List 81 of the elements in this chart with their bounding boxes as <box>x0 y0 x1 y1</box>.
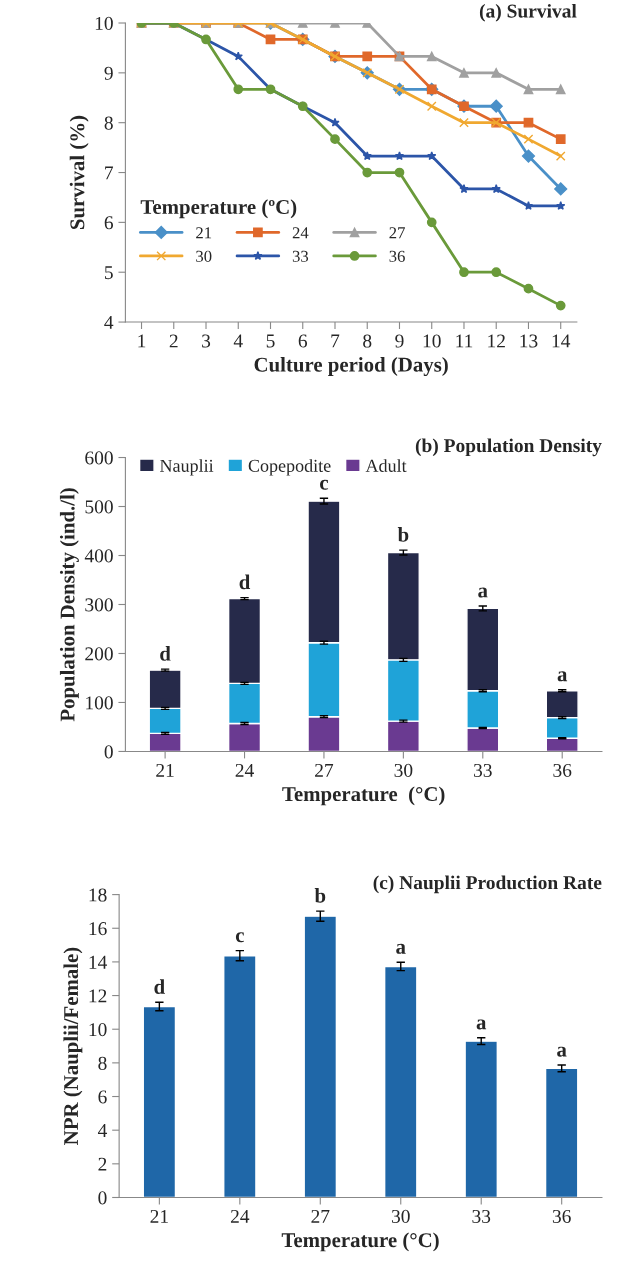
y-tick-label: 600 <box>85 451 113 465</box>
y-tick-label: 2 <box>98 1157 107 1171</box>
y-tick-label: 12 <box>89 989 107 1003</box>
y-tick-label: 14 <box>89 955 108 969</box>
y-tick-label: 0 <box>98 1191 107 1205</box>
x-tick-label: 27 <box>311 1209 330 1223</box>
y-tick-label: 200 <box>85 647 113 661</box>
x-tick-label: 5 <box>266 334 275 348</box>
x-tick-label: 14 <box>552 334 571 348</box>
y-tick-label: 18 <box>89 888 107 902</box>
x-tick-label: 27 <box>315 763 334 777</box>
annotation: a <box>557 1046 567 1057</box>
y-tick-label: 16 <box>89 922 107 936</box>
annotation: d <box>154 979 165 994</box>
annotation: a <box>476 1019 487 1030</box>
y-tick-label: 6 <box>98 1090 107 1104</box>
x-tick-label: 21 <box>150 1209 168 1223</box>
annotation: a <box>396 943 406 954</box>
annotation: a <box>557 671 568 682</box>
y-axis-title: NPR (Nauplii/Female) <box>63 947 83 1145</box>
x-tick-label: 30 <box>394 763 413 777</box>
x-tick-label: 8 <box>363 334 372 348</box>
x-tick-label: 2 <box>169 334 178 348</box>
x-axis-title: Temperature (°C) <box>282 786 445 806</box>
y-axis-title: Population Density (ind./l) <box>59 488 79 722</box>
x-tick-label: 24 <box>230 1209 250 1223</box>
legend-label: 27 <box>389 227 405 239</box>
y-axis-title: Survival (%) <box>69 115 89 229</box>
y-tick-label: 10 <box>95 16 113 30</box>
annotation: d <box>239 574 251 590</box>
x-tick-label: 6 <box>298 334 308 348</box>
x-tick-label: 12 <box>488 334 505 348</box>
legend-label: 33 <box>292 250 309 262</box>
x-axis-title: Culture period (Days) <box>254 357 448 376</box>
legend-title: Temperature (ºC) <box>140 199 297 219</box>
x-tick-label: 36 <box>552 1209 571 1223</box>
legend-label: Nauplii <box>160 459 214 476</box>
legend-label: Adult <box>365 459 407 472</box>
x-tick-label: 9 <box>395 334 404 348</box>
y-tick-label: 4 <box>104 316 114 329</box>
legend-label: 24 <box>292 227 309 239</box>
x-tick-label: 7 <box>331 334 340 348</box>
x-tick-label: 21 <box>156 763 174 777</box>
annotation: c <box>320 479 329 490</box>
legend-label: Copepodite <box>248 459 331 476</box>
x-tick-label: 33 <box>472 1209 491 1223</box>
y-tick-label: 0 <box>104 745 113 759</box>
legend-label: 30 <box>196 250 212 262</box>
legend-label: 21 <box>196 227 212 239</box>
annotation: b <box>397 527 409 542</box>
legend-label: 36 <box>389 250 405 262</box>
y-tick-label: 100 <box>86 696 113 710</box>
y-tick-label: 400 <box>84 549 113 563</box>
x-tick-label: 30 <box>391 1209 410 1223</box>
chart-title: (c) Nauplii Production Rate <box>373 875 602 894</box>
chart-title: (a) Survival <box>479 3 577 22</box>
x-tick-label: 4 <box>233 334 243 348</box>
x-tick-label: 33 <box>474 763 492 777</box>
x-axis-title: Temperature (°C) <box>281 1232 439 1252</box>
annotation: b <box>314 888 326 903</box>
x-tick-label: 24 <box>235 763 254 777</box>
y-tick-label: 4 <box>97 1124 108 1137</box>
x-tick-label: 10 <box>423 334 441 348</box>
y-tick-label: 9 <box>104 66 113 80</box>
y-tick-label: 8 <box>104 116 113 130</box>
y-tick-label: 6 <box>104 216 114 230</box>
x-tick-label: 3 <box>202 334 211 348</box>
annotation: a <box>478 587 488 598</box>
y-tick-label: 300 <box>85 598 113 612</box>
x-tick-label: 11 <box>456 334 473 348</box>
x-tick-label: 36 <box>553 763 572 777</box>
x-tick-label: 1 <box>138 334 146 348</box>
annotation: d <box>160 646 171 661</box>
y-tick-label: 7 <box>105 166 114 180</box>
y-tick-label: 8 <box>98 1056 107 1070</box>
y-tick-label: 10 <box>89 1023 107 1037</box>
annotation: c <box>235 932 244 943</box>
x-tick-label: 13 <box>520 334 538 348</box>
y-tick-label: 5 <box>105 266 113 280</box>
y-tick-label: 500 <box>85 500 113 514</box>
chart-title: (b) Population Density <box>415 438 602 457</box>
